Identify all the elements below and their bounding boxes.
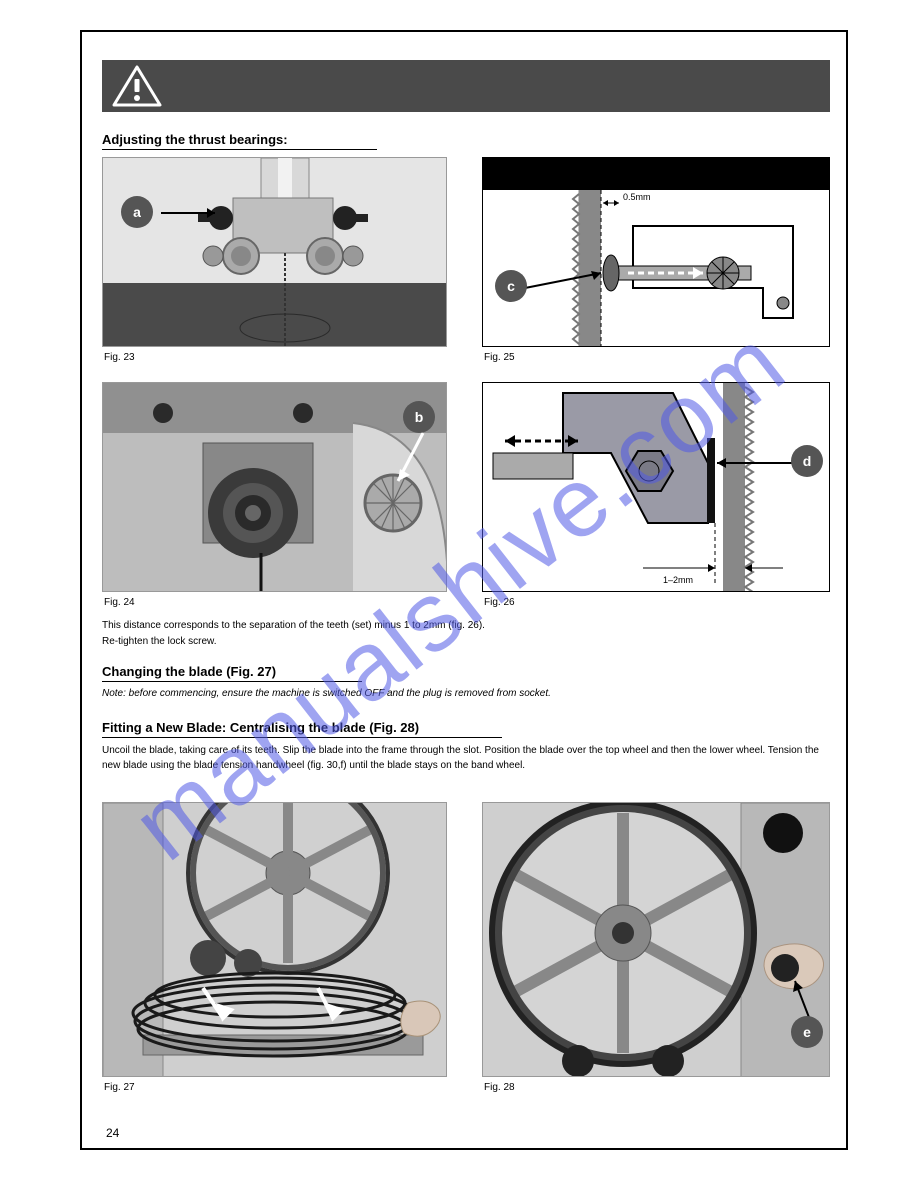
callout-e: e xyxy=(791,1016,823,1048)
fig26-measure: 1–2mm xyxy=(663,575,693,585)
fig-27-photo xyxy=(102,802,447,1077)
retighten-text: Re-tighten the lock screw. xyxy=(102,636,822,647)
section-title-fitting-blade: Fitting a New Blade: Centralising the bl… xyxy=(102,720,502,738)
page-number: 24 xyxy=(106,1126,119,1140)
fig-24-photo: b xyxy=(102,382,447,592)
fig-28-photo: e xyxy=(482,802,830,1077)
fitting-body: Uncoil the blade, taking care of its tee… xyxy=(102,744,828,773)
callout-b: b xyxy=(403,401,435,433)
manual-page: Adjusting the thrust bearings: xyxy=(80,30,848,1150)
thrust-para: This distance corresponds to the separat… xyxy=(102,620,822,631)
callout-d: d xyxy=(791,445,823,477)
safety-note: Note: before commencing, ensure the mach… xyxy=(102,688,822,699)
fig-23-label: Fig. 23 xyxy=(104,352,135,363)
callout-c: c xyxy=(495,270,527,302)
section-title-changing-blade: Changing the blade (Fig. 27) xyxy=(102,664,362,682)
fig25-measure: 0.5mm xyxy=(623,192,651,202)
fig-23-photo: a xyxy=(102,157,447,347)
fig-25-label: Fig. 25 xyxy=(484,352,515,363)
warning-banner xyxy=(102,60,830,112)
fig-26-label: Fig. 26 xyxy=(484,597,515,608)
warning-triangle-icon xyxy=(112,65,162,107)
fig-24-label: Fig. 24 xyxy=(104,597,135,608)
callout-a: a xyxy=(121,196,153,228)
fig-28-label: Fig. 28 xyxy=(484,1082,515,1093)
fig-25-diagram: 0.5mm c xyxy=(482,157,830,347)
fig-27-label: Fig. 27 xyxy=(104,1082,135,1093)
fig-26-diagram: d 1–2mm xyxy=(482,382,830,592)
section-title-thrust-bearings: Adjusting the thrust bearings: xyxy=(102,132,377,150)
